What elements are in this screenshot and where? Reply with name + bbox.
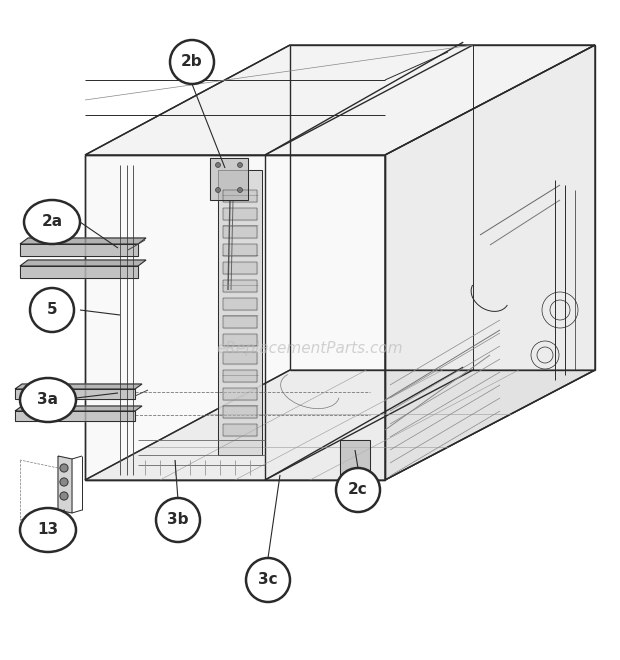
Polygon shape bbox=[85, 370, 595, 480]
Text: 5: 5 bbox=[46, 302, 57, 317]
Polygon shape bbox=[15, 411, 135, 421]
Circle shape bbox=[60, 492, 68, 500]
Polygon shape bbox=[20, 238, 146, 244]
Polygon shape bbox=[223, 334, 257, 346]
Ellipse shape bbox=[20, 508, 76, 552]
Ellipse shape bbox=[30, 288, 74, 332]
Polygon shape bbox=[218, 170, 262, 455]
Text: 3c: 3c bbox=[258, 572, 278, 587]
Polygon shape bbox=[223, 424, 257, 436]
Circle shape bbox=[60, 478, 68, 486]
Polygon shape bbox=[223, 352, 257, 364]
Polygon shape bbox=[223, 226, 257, 238]
Polygon shape bbox=[340, 440, 370, 478]
Polygon shape bbox=[223, 190, 257, 202]
Polygon shape bbox=[20, 244, 138, 256]
Circle shape bbox=[237, 187, 242, 193]
Polygon shape bbox=[223, 406, 257, 418]
Polygon shape bbox=[15, 389, 135, 399]
Circle shape bbox=[60, 464, 68, 472]
Ellipse shape bbox=[246, 558, 290, 602]
Polygon shape bbox=[85, 155, 385, 480]
Text: 3b: 3b bbox=[167, 513, 188, 527]
Polygon shape bbox=[15, 406, 142, 411]
Ellipse shape bbox=[20, 378, 76, 422]
Polygon shape bbox=[223, 280, 257, 292]
Text: 3a: 3a bbox=[37, 393, 58, 407]
Circle shape bbox=[237, 162, 242, 168]
Polygon shape bbox=[223, 298, 257, 310]
Polygon shape bbox=[223, 316, 257, 328]
Text: 2b: 2b bbox=[181, 55, 203, 69]
Polygon shape bbox=[223, 208, 257, 220]
Polygon shape bbox=[223, 370, 257, 382]
Ellipse shape bbox=[336, 468, 380, 512]
Polygon shape bbox=[85, 45, 595, 155]
Text: 13: 13 bbox=[37, 523, 58, 537]
Ellipse shape bbox=[24, 200, 80, 244]
Text: 2c: 2c bbox=[348, 482, 368, 498]
Polygon shape bbox=[223, 388, 257, 400]
Polygon shape bbox=[20, 260, 146, 266]
Polygon shape bbox=[385, 45, 595, 480]
Ellipse shape bbox=[170, 40, 214, 84]
Text: 2a: 2a bbox=[42, 214, 63, 230]
Polygon shape bbox=[223, 244, 257, 256]
Circle shape bbox=[216, 187, 221, 193]
Ellipse shape bbox=[156, 498, 200, 542]
Polygon shape bbox=[210, 158, 248, 200]
Circle shape bbox=[216, 162, 221, 168]
Polygon shape bbox=[20, 266, 138, 278]
Polygon shape bbox=[58, 456, 72, 513]
Text: eReplacementParts.com: eReplacementParts.com bbox=[216, 341, 404, 356]
Polygon shape bbox=[223, 262, 257, 274]
Polygon shape bbox=[15, 384, 142, 389]
